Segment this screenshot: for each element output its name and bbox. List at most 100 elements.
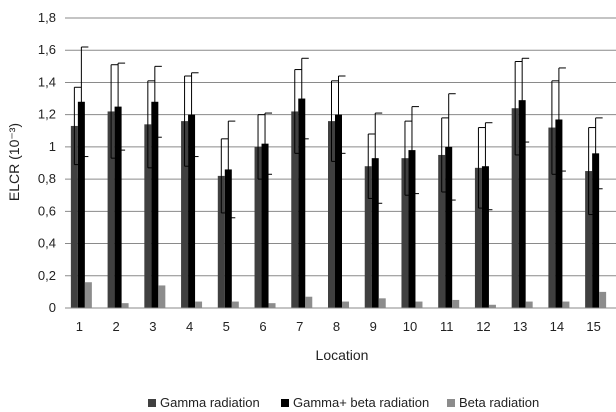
bar-2-loc-10 [408, 150, 416, 308]
bars [70, 98, 607, 309]
error-bar [441, 117, 449, 193]
bar-3-loc-6 [268, 303, 276, 308]
bar-2-loc-9 [371, 158, 379, 308]
bar-1-loc-2 [107, 111, 115, 308]
legend-swatch [148, 399, 156, 407]
y-tick-label: 0,8 [38, 171, 56, 186]
error-bar [147, 80, 155, 169]
error-bar [588, 127, 596, 216]
error-bar [191, 72, 199, 158]
bar-1-loc-4 [181, 121, 189, 308]
x-tick-label: 4 [186, 319, 193, 334]
x-tick-label: 9 [370, 319, 377, 334]
x-tick-label: 8 [333, 319, 340, 334]
error-bar [551, 80, 559, 175]
y-axis-ticks: 0 0,2 0,4 0,6 0,8 1 1,2 1,4 1,6 1,8 [38, 10, 56, 315]
x-tick-label: 10 [403, 319, 417, 334]
x-tick-label: 6 [259, 319, 266, 334]
y-axis-title: ELCR (10⁻³) [6, 123, 22, 201]
legend-swatch [447, 399, 455, 407]
error-bar [521, 57, 530, 143]
error-bar [264, 112, 273, 175]
bar-3-loc-5 [231, 301, 239, 308]
y-tick-label: 0 [49, 300, 56, 315]
bar-3-loc-10 [415, 301, 423, 308]
bar-1-loc-7 [291, 111, 299, 308]
x-axis-title: Location [316, 347, 369, 363]
bar-2-loc-1 [77, 101, 85, 309]
bar-2-loc-4 [188, 114, 196, 309]
error-bar [484, 122, 493, 211]
x-tick-label: 12 [476, 319, 490, 334]
bar-2-loc-7 [298, 98, 306, 308]
error-bar [367, 133, 376, 199]
bar-3-loc-4 [195, 301, 203, 308]
error-bar [477, 127, 486, 209]
y-tick-label: 1 [49, 139, 56, 154]
bar-1-loc-11 [438, 154, 446, 308]
legend-label: Gamma+ beta radiation [293, 395, 429, 410]
bar-1-loc-8 [328, 121, 335, 308]
x-axis-ticks: 1 2 3 4 5 6 7 8 9 10 11 12 13 14 15 [76, 319, 601, 334]
bar-1-loc-10 [401, 158, 409, 308]
bar-1-loc-6 [254, 146, 262, 308]
bar-1-loc-14 [548, 127, 556, 308]
legend-item: Beta radiation [447, 395, 539, 410]
bar-2-loc-5 [224, 169, 232, 308]
bar-2-loc-13 [518, 100, 526, 309]
error-bar [558, 67, 566, 172]
error-bar [448, 93, 456, 201]
x-tick-label: 1 [76, 319, 83, 334]
bar-1-loc-13 [511, 108, 519, 308]
error-bar [374, 112, 383, 204]
x-tick-label: 14 [550, 319, 564, 334]
legend-label: Gamma radiation [160, 395, 260, 410]
legend-item: Gamma+ beta radiation [281, 395, 429, 410]
error-bar [117, 62, 126, 151]
y-tick-label: 0,4 [38, 236, 56, 251]
error-bar [595, 117, 603, 190]
error-bar [80, 46, 89, 158]
legend-label: Beta radiation [459, 395, 539, 410]
x-tick-label: 11 [440, 319, 454, 334]
error-bar [514, 61, 523, 156]
bar-1-loc-9 [364, 166, 372, 308]
x-tick-label: 15 [586, 319, 600, 334]
bar-1-loc-12 [474, 167, 482, 308]
bar-1-loc-3 [144, 124, 152, 308]
legend: Gamma radiation Gamma+ beta radiation Beta… [148, 395, 539, 410]
error-bars [73, 46, 603, 219]
bar-2-loc-6 [261, 143, 269, 308]
bar-2-loc-11 [445, 146, 453, 308]
bar-2-loc-14 [555, 119, 563, 308]
x-tick-label: 3 [149, 319, 156, 334]
x-tick-label: 2 [112, 319, 119, 334]
error-bar [411, 106, 419, 195]
x-tick-label: 5 [223, 319, 230, 334]
error-bar [331, 80, 339, 162]
legend-item: Gamma radiation [148, 395, 260, 410]
y-tick-label: 1,2 [38, 107, 56, 122]
y-tick-label: 0,6 [38, 203, 56, 218]
bar-3-loc-15 [599, 291, 607, 308]
error-bar [73, 86, 82, 166]
error-bar [404, 120, 412, 196]
bar-3-loc-11 [452, 299, 460, 308]
error-bar [110, 64, 119, 159]
error-bar [257, 114, 266, 180]
bar-3-loc-13 [525, 301, 533, 308]
error-bar [227, 120, 236, 219]
error-bar [294, 69, 302, 154]
error-bar [184, 75, 192, 167]
bar-1-loc-15 [585, 171, 593, 308]
bar-3-loc-1 [84, 282, 92, 308]
bar-2-loc-15 [592, 153, 600, 308]
y-tick-label: 0,2 [38, 268, 56, 283]
legend-swatch [281, 399, 289, 407]
bar-1-loc-5 [217, 175, 225, 308]
bar-3-loc-3 [158, 285, 166, 308]
error-bar [220, 138, 229, 214]
bar-3-loc-9 [378, 298, 386, 308]
